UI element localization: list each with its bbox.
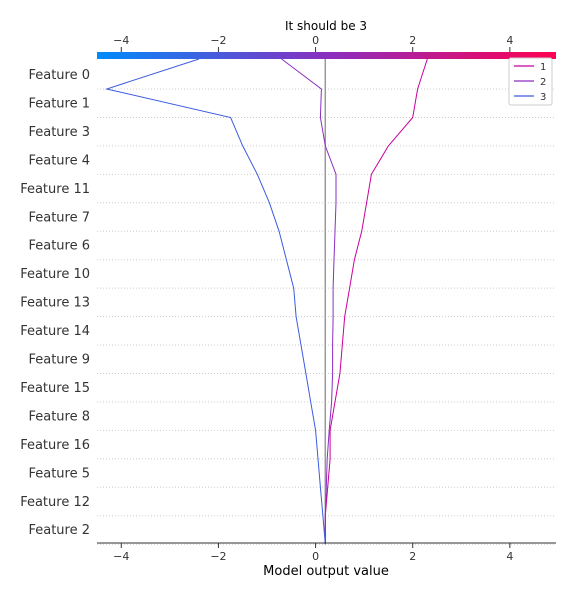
x-axis-ticks: −4 −2 0 2 4 — [113, 543, 513, 563]
feature-label: Feature 0 — [28, 68, 90, 83]
feature-label: Feature 1 — [28, 96, 90, 111]
top-tick-label: 0 — [312, 34, 319, 47]
x-axis-label: Model output value — [263, 564, 389, 579]
feature-label: Feature 12 — [20, 495, 90, 510]
top-tick-label: 4 — [506, 34, 513, 47]
top-tick-label: 2 — [409, 34, 416, 47]
feature-labels: Feature 0 Feature 1 Feature 3 Feature 4 Feat… — [20, 68, 90, 538]
legend-label: 2 — [540, 77, 546, 88]
series-lines — [104, 58, 428, 545]
feature-label: Feature 10 — [20, 267, 90, 282]
x-tick-label: −4 — [113, 550, 129, 563]
feature-label: Feature 2 — [28, 523, 90, 538]
x-tick-label: 4 — [506, 550, 513, 563]
chart-title: It should be 3 — [285, 19, 367, 33]
feature-label: Feature 11 — [20, 182, 90, 197]
top-tick-label: −4 — [113, 34, 129, 47]
feature-label: Feature 8 — [28, 409, 90, 424]
feature-label: Feature 4 — [28, 153, 90, 168]
feature-label: Feature 9 — [28, 353, 90, 368]
legend: 1 2 3 — [508, 57, 553, 106]
legend-label: 1 — [540, 62, 546, 73]
feature-label: Feature 3 — [28, 125, 90, 140]
top-tick-label: −2 — [210, 34, 226, 47]
top-tick-group: −4 −2 0 2 4 — [113, 34, 513, 52]
series-line-1 — [324, 58, 428, 545]
feature-label: Feature 13 — [20, 296, 90, 311]
x-tick-label: 0 — [312, 550, 319, 563]
x-tick-label: 2 — [409, 550, 416, 563]
feature-label: Feature 6 — [28, 239, 90, 254]
feature-label: Feature 16 — [20, 438, 90, 453]
x-tick-label: −2 — [210, 550, 226, 563]
legend-label: 3 — [540, 92, 546, 103]
feature-label: Feature 14 — [20, 324, 90, 339]
feature-label: Feature 15 — [20, 381, 90, 396]
feature-label: Feature 5 — [28, 466, 90, 481]
feature-label: Feature 7 — [28, 210, 90, 225]
series-line-2 — [281, 58, 337, 545]
colorbar — [97, 52, 556, 59]
series-line-3 — [104, 58, 326, 545]
